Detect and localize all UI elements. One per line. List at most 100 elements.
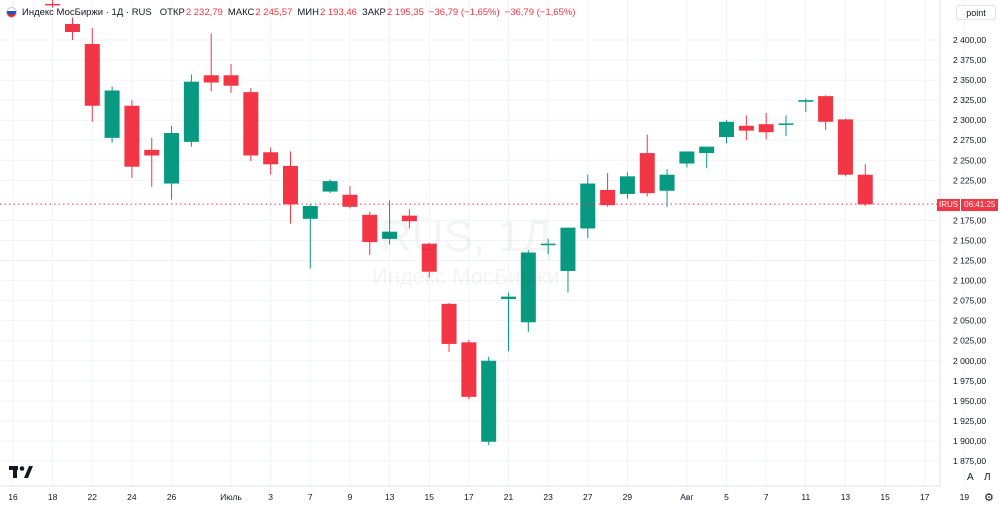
candle[interactable] <box>164 125 180 200</box>
candle[interactable] <box>778 115 794 137</box>
low-value: 2 193,46 <box>319 6 357 18</box>
candle[interactable] <box>203 33 219 92</box>
x-tick-label: 16 <box>8 492 18 502</box>
candle-body <box>362 214 378 243</box>
candle[interactable] <box>837 118 853 177</box>
gear-icon[interactable]: ⚙ <box>984 492 994 504</box>
candle-body <box>45 3 61 6</box>
current-price-badge: IRUS 06:41:25 <box>937 199 999 211</box>
x-tick-label: 17 <box>464 492 474 502</box>
close-label: ЗАКР <box>361 6 386 18</box>
candle[interactable] <box>461 339 477 400</box>
candle-body <box>778 123 794 125</box>
candle[interactable] <box>243 88 259 162</box>
y-tick-label: 2 375,00 <box>953 55 986 65</box>
y-tick-label: 2 275,00 <box>953 135 986 145</box>
candle-body <box>144 149 160 156</box>
y-tick-label: 1 975,00 <box>953 376 986 386</box>
symbol-legend[interactable]: Индекс МосБиржи · 1Д · RUS ОТКР 2 232,79… <box>6 5 580 19</box>
candle[interactable] <box>282 151 298 224</box>
candle[interactable] <box>818 95 834 130</box>
x-tick-label: 24 <box>127 492 137 502</box>
bar-countdown-timer: 06:41:25 <box>961 199 999 211</box>
candle[interactable] <box>144 137 160 187</box>
x-tick-label: 3 <box>268 492 273 502</box>
candle[interactable] <box>560 227 576 293</box>
candle[interactable] <box>421 242 437 278</box>
candle-body <box>540 243 556 246</box>
candle[interactable] <box>124 100 140 178</box>
x-tick-label: 13 <box>841 492 851 502</box>
candle-body <box>738 125 754 131</box>
y-tick-label: 1 900,00 <box>953 436 986 446</box>
candle[interactable] <box>659 169 675 207</box>
x-tick-label: 21 <box>504 492 514 502</box>
candle[interactable] <box>382 200 398 245</box>
x-tick-label: 29 <box>623 492 633 502</box>
high-label: МАКС <box>227 6 255 18</box>
candle[interactable] <box>45 0 61 8</box>
candle[interactable] <box>84 27 100 122</box>
auto-scale-button[interactable]: A <box>967 472 974 483</box>
tradingview-logo-icon[interactable] <box>9 466 33 480</box>
candle-body <box>501 296 516 300</box>
candle[interactable] <box>342 185 358 209</box>
candle-body <box>203 75 219 83</box>
candle[interactable] <box>183 74 199 147</box>
candle[interactable] <box>401 209 417 229</box>
candle-body <box>104 90 120 138</box>
y-tick-label: 2 150,00 <box>953 235 986 245</box>
candle[interactable] <box>600 173 616 207</box>
candle[interactable] <box>738 115 754 141</box>
candle-body <box>560 227 576 271</box>
candle[interactable] <box>362 211 378 255</box>
y-tick-label: 2 175,00 <box>953 215 986 225</box>
symbol-title[interactable]: Индекс МосБиржи · 1Д · RUS <box>22 6 152 18</box>
x-tick-label: 9 <box>348 492 353 502</box>
candle[interactable] <box>520 250 536 332</box>
candle[interactable] <box>719 120 735 144</box>
y-tick-label: 2 300,00 <box>953 115 986 125</box>
candle-body <box>322 181 338 192</box>
watermark-name: Индекс МосБиржи <box>372 264 560 290</box>
candle[interactable] <box>501 292 516 352</box>
candle[interactable] <box>263 147 279 175</box>
candle[interactable] <box>481 356 497 445</box>
candle-body <box>639 153 655 194</box>
candle[interactable] <box>857 164 873 206</box>
candle[interactable] <box>223 64 239 93</box>
candle[interactable] <box>619 172 635 199</box>
candle-body <box>342 194 358 207</box>
y-tick-label: 2 050,00 <box>953 316 986 326</box>
y-tick-label: 2 100,00 <box>953 276 986 286</box>
candle-body <box>857 174 873 205</box>
candle[interactable] <box>798 98 814 113</box>
candle[interactable] <box>302 204 318 269</box>
y-tick-label: 2 350,00 <box>953 75 986 85</box>
candle[interactable] <box>322 179 338 194</box>
candle[interactable] <box>758 112 774 140</box>
candle-body <box>619 176 635 194</box>
x-tick-label: 7 <box>308 492 313 502</box>
candle[interactable] <box>104 86 120 143</box>
candle[interactable] <box>441 303 457 352</box>
candle-body <box>183 81 199 142</box>
candle[interactable] <box>580 174 596 239</box>
x-tick-label: 17 <box>920 492 930 502</box>
candle-body <box>719 121 735 138</box>
candle-body <box>481 360 497 442</box>
candle[interactable] <box>679 151 695 168</box>
unit-selector[interactable]: point <box>956 5 996 20</box>
candle-body <box>818 96 834 122</box>
candle[interactable] <box>540 238 556 255</box>
candle[interactable] <box>64 17 80 40</box>
candle-body <box>461 342 477 397</box>
candle[interactable] <box>639 134 655 197</box>
candle[interactable] <box>699 146 715 169</box>
log-scale-button[interactable]: Л <box>984 472 991 483</box>
x-tick-label: Июль <box>220 492 242 502</box>
x-tick-label: Авг <box>680 492 693 502</box>
x-tick-label: 7 <box>764 492 769 502</box>
